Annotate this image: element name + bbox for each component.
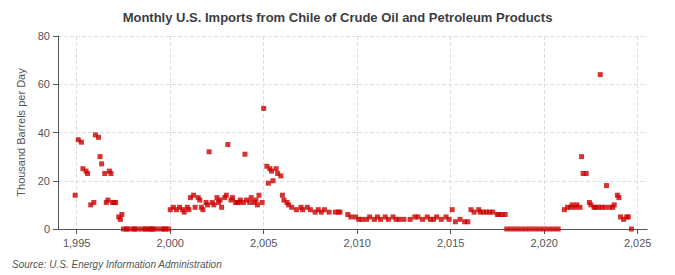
svg-text:20: 20 — [38, 175, 50, 187]
svg-text:Monthly U.S. Imports from Chil: Monthly U.S. Imports from Chile of Crude… — [123, 10, 553, 25]
svg-text:Source: U.S. Energy Informatio: Source: U.S. Energy Information Administ… — [12, 259, 222, 270]
svg-text:60: 60 — [38, 78, 50, 90]
svg-text:2,015: 2,015 — [437, 237, 465, 249]
svg-text:2,005: 2,005 — [250, 237, 278, 249]
svg-text:40: 40 — [38, 127, 50, 139]
svg-text:1,995: 1,995 — [63, 237, 91, 249]
svg-text:2,010: 2,010 — [343, 237, 371, 249]
svg-text:2,020: 2,020 — [530, 237, 558, 249]
svg-text:2,000: 2,000 — [156, 237, 184, 249]
svg-text:2,025: 2,025 — [624, 237, 652, 249]
svg-text:0: 0 — [44, 223, 50, 235]
svg-text:Thousand Barrels per Day: Thousand Barrels per Day — [15, 68, 27, 197]
svg-text:80: 80 — [38, 30, 50, 42]
